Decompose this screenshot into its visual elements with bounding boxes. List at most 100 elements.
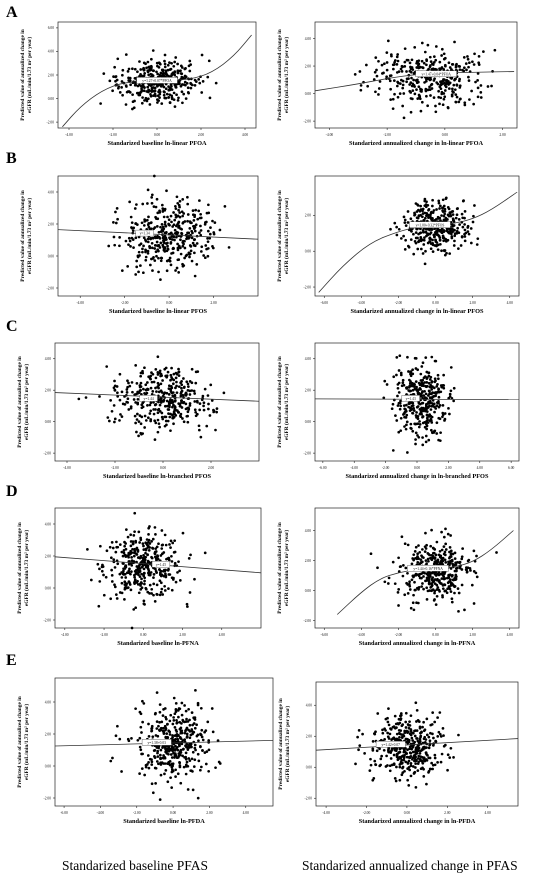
data-point [173,238,176,242]
data-point [135,381,139,385]
data-point [407,245,411,249]
data-point [157,256,160,260]
data-point [122,569,125,573]
figure-panels: -4.00 -2.00 0.00 2.00 4.00 -2.00 0.00 2.00 4.00 6… [17,21,520,825]
data-point [354,762,357,766]
data-point [437,730,441,734]
data-point [421,66,425,70]
data-point [187,235,190,239]
data-point [413,550,417,553]
data-point [158,798,162,801]
data-point [151,791,155,795]
data-point [177,367,180,371]
data-point [160,223,164,226]
data-point [440,231,444,235]
chart-d-right: -6.00 -4.00 -2.00 0.00 2.00 4.00-2.000.002.00… [277,507,520,647]
data-point [406,592,410,595]
x-tick-label: -6.00 [321,301,329,305]
data-point [126,69,130,73]
data-point [429,231,433,234]
data-point [139,91,142,94]
data-point [417,80,420,84]
data-point [123,567,127,570]
data-point [114,550,118,554]
data-point [389,227,392,231]
data-point [159,590,163,594]
data-point [184,728,188,732]
data-point [201,738,205,742]
data-point [141,250,144,254]
data-point [452,218,455,222]
data-point [207,769,211,773]
data-point [143,366,146,370]
data-point [164,726,167,730]
data-point [159,748,163,752]
data-point [397,757,400,761]
data-point [428,55,432,59]
data-point [152,205,156,208]
data-point [110,568,113,572]
data-point [169,398,172,401]
data-point [142,553,145,557]
data-point [157,61,161,65]
data-point [155,197,159,201]
data-point [187,757,191,760]
data-point [139,385,143,388]
data-point [410,736,414,740]
data-point [133,99,136,103]
data-point [406,762,410,765]
data-point [115,78,119,82]
data-point [409,70,413,74]
data-point [449,212,452,216]
data-point [418,97,422,101]
data-point [119,413,122,416]
data-point [144,392,148,396]
data-point [413,588,417,592]
data-point [173,60,177,64]
data-point [77,397,81,401]
data-point [163,53,167,57]
data-point [146,553,149,557]
data-point [161,593,165,596]
data-point [447,207,451,211]
data-point [399,404,403,408]
x-tick-label: 2.00 [499,133,505,137]
data-point [186,86,190,90]
data-point [205,220,208,224]
data-point [134,364,138,367]
data-point [129,215,133,219]
data-point [423,735,427,739]
data-point [156,355,160,359]
data-point [152,582,156,586]
data-point [120,80,124,83]
data-point [442,92,446,95]
data-point [143,426,146,429]
data-point [403,65,407,68]
data-point [405,403,408,407]
data-point [155,224,159,228]
data-point [162,729,165,733]
y-tick-label: 0.00 [305,92,311,96]
plot-frame [54,507,262,629]
data-point [215,407,219,410]
data-point [113,243,117,247]
data-point [170,560,174,563]
data-point [160,228,164,231]
x-tick-label: 2.00 [469,633,475,637]
data-point [168,259,172,263]
x-tick-label: 2.00 [444,811,450,815]
data-point [200,765,203,769]
data-point [142,89,146,93]
data-point [425,543,428,547]
data-point [408,580,411,584]
data-point [190,745,193,749]
data-point [381,731,385,735]
data-point [411,368,414,372]
data-point [141,720,144,724]
data-point [130,236,134,240]
data-point [448,231,452,235]
data-point [199,733,203,737]
data-point [495,551,498,554]
data-point [139,748,143,752]
data-point [391,402,395,406]
